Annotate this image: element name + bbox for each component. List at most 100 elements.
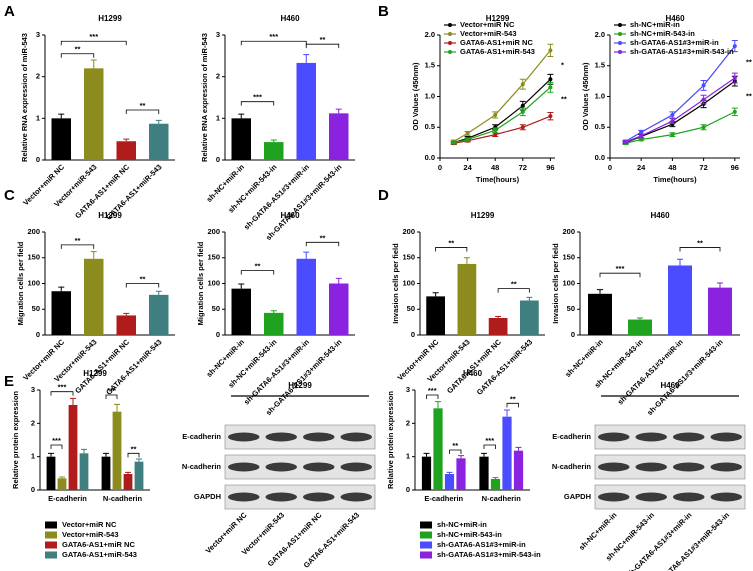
x-axis-label: Time(hours)	[476, 175, 520, 184]
y-tick-label: 2.0	[595, 30, 605, 39]
y-tick-label: 100	[207, 278, 220, 287]
point	[493, 132, 498, 137]
significance-bracket	[50, 444, 63, 449]
blot-lane-label: sh-NC+miR-in	[577, 510, 619, 552]
y-tick-label: 0.5	[425, 122, 435, 131]
significance-label: **	[452, 441, 458, 450]
error-bar	[492, 477, 499, 479]
y-tick-label: 150	[562, 253, 575, 262]
error-bar	[48, 452, 54, 457]
legend-marker	[448, 23, 452, 27]
y-tick-label: 3	[406, 385, 410, 394]
bar	[101, 456, 111, 490]
y-tick-label: 50	[567, 304, 575, 313]
y-axis-label: Migration cells per field	[16, 241, 25, 325]
legend-marker	[448, 32, 452, 36]
x-tick-label: 24	[463, 163, 472, 172]
legend-label: sh-NC+miR-in	[630, 20, 680, 29]
blot-band	[598, 432, 630, 442]
bar	[444, 474, 455, 490]
error-bar	[597, 289, 603, 294]
chart-title: H1299	[83, 369, 107, 378]
y-tick-label: 3	[31, 385, 35, 394]
blot-band	[710, 432, 742, 442]
error-bar	[155, 119, 162, 124]
significance-label: **	[320, 35, 326, 44]
blot-band	[303, 492, 335, 502]
error-bar	[677, 258, 683, 266]
point	[520, 82, 525, 87]
x-tick-label: sh-NC+miR-in	[563, 337, 605, 379]
legend-swatch	[45, 541, 57, 549]
bar	[116, 141, 136, 160]
legend-marker	[618, 32, 622, 36]
bar	[264, 142, 284, 160]
legend-swatch	[45, 551, 57, 559]
y-tick-label: 0	[216, 155, 220, 164]
error-bar	[335, 108, 342, 114]
significance-label: **	[697, 238, 703, 247]
blot-band	[265, 462, 297, 472]
y-axis-label: Migration cells per field	[196, 241, 205, 325]
y-tick-label: 100	[562, 278, 575, 287]
significance-label: **	[75, 236, 81, 245]
bar	[488, 318, 508, 335]
bar	[421, 456, 432, 490]
significance-bracket	[125, 109, 160, 114]
bar	[46, 456, 56, 490]
chart-title: H460	[665, 14, 685, 23]
y-tick-label: 0	[216, 330, 220, 339]
significance-bracket	[435, 247, 468, 252]
error-bar	[526, 296, 533, 301]
significance-bracket	[240, 40, 307, 46]
y-tick-label: 2.0	[425, 30, 435, 39]
error-bar	[731, 40, 738, 53]
significance-label: **	[511, 280, 517, 289]
x-tick-label: 72	[519, 163, 527, 172]
chart-title: H1299	[486, 14, 510, 23]
blot-band	[303, 432, 335, 442]
y-tick-label: 1	[31, 452, 35, 461]
significance-bracket	[60, 53, 95, 58]
legend-marker	[618, 41, 622, 45]
significance-label: ***	[89, 32, 98, 41]
panel-label: D	[378, 187, 389, 204]
bar	[457, 263, 477, 335]
legend-label: GATA6-AS1+miR NC	[460, 38, 533, 47]
point	[732, 109, 737, 114]
legend-label: Vector+miR-543	[62, 530, 119, 539]
y-tick-label: 0.0	[595, 153, 605, 162]
chart-title: H460	[463, 369, 483, 378]
x-tick-label: 96	[731, 163, 739, 172]
error-bar	[435, 401, 441, 409]
significance-label: **	[561, 95, 567, 104]
point	[732, 44, 737, 49]
significance-bracket	[50, 391, 74, 396]
error-bar	[123, 312, 130, 316]
blot-band	[598, 492, 630, 502]
point	[670, 132, 675, 137]
significance-bracket	[127, 452, 140, 458]
error-bar	[700, 94, 707, 105]
bar	[296, 62, 316, 160]
bar	[79, 453, 89, 490]
bar	[296, 258, 316, 335]
y-tick-label: 2	[406, 418, 410, 427]
error-bar	[335, 277, 342, 284]
point	[623, 140, 628, 145]
legend-label: Vector+miR NC	[62, 520, 117, 529]
blot-band	[303, 462, 335, 472]
error-bar	[504, 409, 510, 417]
error-bar	[446, 471, 453, 474]
error-bar	[547, 73, 554, 85]
blot-row-label: N-cadherin	[552, 462, 592, 471]
bar	[588, 293, 612, 335]
bar	[116, 315, 136, 335]
point	[520, 125, 525, 130]
blot-band	[265, 492, 297, 502]
blot-title: H460	[660, 381, 680, 390]
significance-bracket	[449, 449, 462, 454]
error-bar	[463, 257, 470, 264]
legend-swatch	[420, 551, 432, 559]
chart-title: H460	[280, 14, 300, 23]
